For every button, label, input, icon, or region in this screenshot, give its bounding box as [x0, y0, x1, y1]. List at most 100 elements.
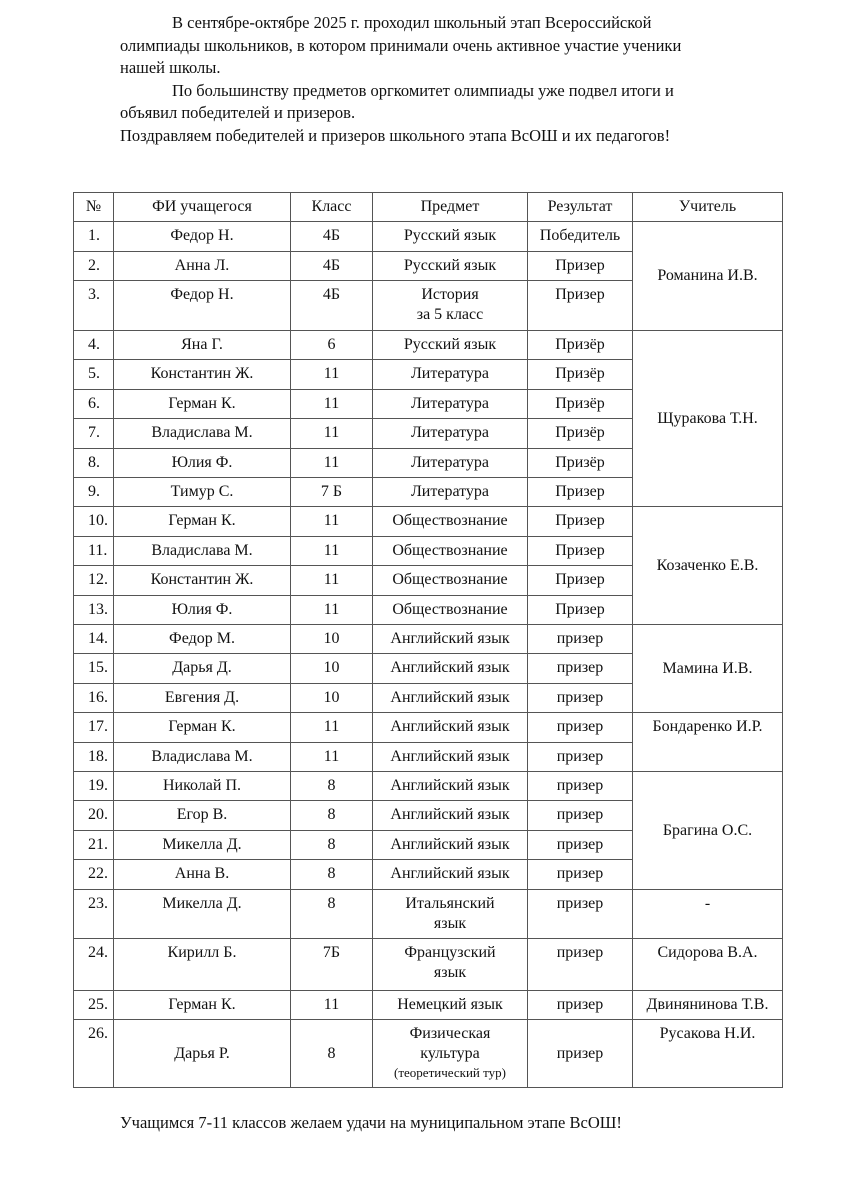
student-name: Дарья Р.	[113, 1019, 291, 1088]
subject: Обществознание	[372, 536, 528, 566]
student-name: Федор М.	[113, 624, 291, 654]
subject-text: Английский язык	[390, 865, 510, 882]
teacher: Мамина И.В.	[632, 624, 783, 713]
subject-text: Обществознание	[392, 601, 508, 618]
subject-text: Русский язык	[403, 257, 497, 274]
row-number: 4.	[73, 330, 114, 360]
row-number: 5.	[73, 359, 114, 390]
result: Призёр	[527, 418, 633, 449]
teacher: Брагина О.С.	[632, 771, 783, 890]
row-number: 17.	[73, 712, 114, 743]
subject: Английский язык	[372, 683, 528, 713]
student-grade: 4Б	[290, 280, 373, 331]
student-name: Герман К.	[113, 389, 291, 419]
table-header-row: № ФИ учащегося Класс Предмет Результат У…	[73, 192, 783, 222]
subject: Литература	[372, 477, 528, 507]
subject: Литература	[372, 448, 528, 478]
table-row: 20. Егор В. 8 Английский язык призер	[73, 800, 783, 831]
subject: Русский язык	[372, 221, 528, 252]
subject-text: Английский язык	[390, 806, 510, 823]
subject: Английский язык	[372, 712, 528, 743]
table-row: 14. Федор М. 10 Английский язык призер Мамина…	[73, 624, 783, 713]
subject-text: Немецкий язык	[397, 996, 503, 1013]
intro-text: В сентябре-октябре 2025 г. проходил школ…	[120, 12, 780, 148]
student-name: Кирилл Б.	[113, 938, 291, 991]
row-number: 3.	[73, 280, 114, 331]
student-grade: 11	[290, 389, 373, 419]
row-number: 16.	[73, 683, 114, 713]
subject-text: Английский язык	[390, 659, 510, 676]
subject: Немецкий язык	[372, 990, 528, 1020]
subject-text: Литература	[410, 395, 490, 412]
student-grade: 4Б	[290, 221, 373, 252]
table-row: 8. Юлия Ф. 11 Литература Призёр	[73, 448, 783, 478]
subject-text: Итальянский язык	[405, 895, 495, 932]
result: Призер	[527, 280, 633, 331]
table-row: 21. Микелла Д. 8 Английский язык призер	[73, 830, 783, 860]
result: призер	[527, 771, 633, 801]
student-grade: 11	[290, 418, 373, 449]
row-number: 12.	[73, 565, 114, 596]
subject: Обществознание	[372, 506, 528, 537]
student-grade: 7 Б	[290, 477, 373, 507]
student-name: Герман К.	[113, 712, 291, 743]
subject: Литература	[372, 418, 528, 449]
intro-line: олимпиады школьников, в котором принимал…	[120, 35, 682, 55]
row-number: 7.	[73, 418, 114, 449]
subject-text: Английский язык	[390, 630, 510, 647]
student-name: Владислава М.	[113, 536, 291, 566]
row-number: 15.	[73, 653, 114, 684]
subject: Русский язык	[372, 330, 528, 360]
student-name: Константин Ж.	[113, 359, 291, 390]
student-name: Юлия Ф.	[113, 448, 291, 478]
subject: Русский язык	[372, 251, 528, 281]
subject: Английский язык	[372, 653, 528, 684]
subject: Литература	[372, 389, 528, 419]
row-number: 21.	[73, 830, 114, 860]
student-grade: 10	[290, 653, 373, 684]
student-name: Герман К.	[113, 990, 291, 1020]
intro-line: В сентябре-октябре 2025 г. проходил школ…	[172, 13, 652, 32]
teacher: Двинянинова Т.В.	[632, 990, 783, 1020]
subject-text: Английский язык	[390, 718, 510, 735]
student-grade: 8	[290, 771, 373, 801]
subject-text: Английский язык	[390, 689, 510, 706]
table-row: 10. Герман К. 11 Обществознание Призер Козаче…	[73, 506, 783, 625]
teacher: Романина И.В.	[632, 221, 783, 331]
student-grade: 10	[290, 624, 373, 654]
student-grade: 8	[290, 859, 373, 890]
student-name: Микелла Д.	[113, 889, 291, 939]
student-name: Николай П.	[113, 771, 291, 801]
subject-text: Французский язык	[404, 944, 496, 981]
row-number: 9.	[73, 477, 114, 507]
result: Призер	[527, 251, 633, 281]
header-number: №	[73, 192, 114, 222]
table-row: 26. Дарья Р. 8 Физическая культура (теоретич…	[73, 1019, 783, 1088]
student-name: Микелла Д.	[113, 830, 291, 860]
header-grade: Класс	[290, 192, 373, 222]
student-grade: 11	[290, 712, 373, 743]
footer-text: Учащимся 7-11 классов желаем удачи на му…	[120, 1113, 622, 1132]
student-grade: 11	[290, 742, 373, 772]
student-grade: 6	[290, 330, 373, 360]
subject: Английский язык	[372, 800, 528, 831]
student-grade: 4Б	[290, 251, 373, 281]
result: Призёр	[527, 359, 633, 390]
row-number: 8.	[73, 448, 114, 478]
student-name: Евгения Д.	[113, 683, 291, 713]
subject-text: Русский язык	[403, 227, 497, 244]
result: Победитель	[527, 221, 633, 252]
row-number: 23.	[73, 889, 114, 939]
subject-text: Обществознание	[392, 512, 508, 529]
table-row: 22. Анна В. 8 Английский язык призер	[73, 859, 783, 890]
subject: Английский язык	[372, 830, 528, 860]
result: Призёр	[527, 448, 633, 478]
student-name: Тимур С.	[113, 477, 291, 507]
table-row: 6. Герман К. 11 Литература Призёр	[73, 389, 783, 419]
student-name: Владислава М.	[113, 742, 291, 772]
result: Призер	[527, 506, 633, 537]
subject: Английский язык	[372, 859, 528, 890]
subject: Французский язык	[372, 938, 528, 991]
student-grade: 11	[290, 990, 373, 1020]
student-grade: 11	[290, 506, 373, 537]
